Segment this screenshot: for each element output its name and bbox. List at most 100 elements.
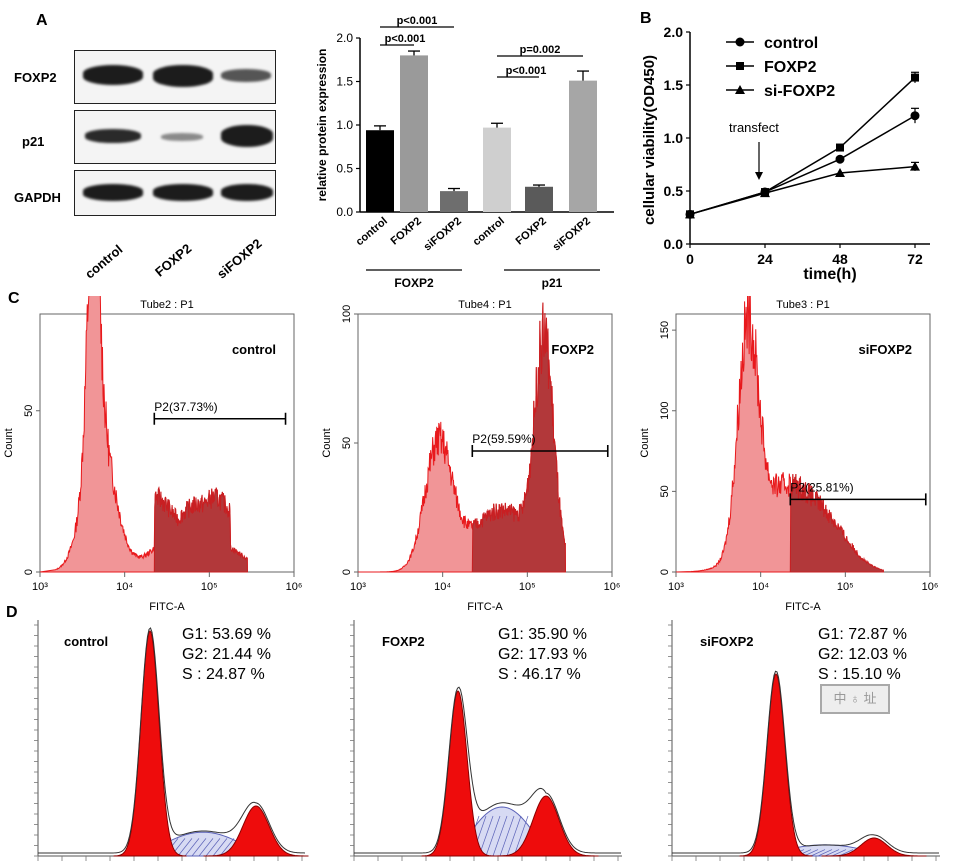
x-tick-label: siFOXP2: [422, 215, 464, 253]
x-tick-label: 10⁶: [604, 581, 621, 593]
cell-cycle-label-foxp2: FOXP2: [382, 634, 425, 649]
band-foxp2-foxp2: [153, 65, 213, 87]
tube-label: Tube4 : P1: [458, 299, 511, 311]
y-tick-label: 0.5: [336, 162, 353, 176]
panel-label-c: C: [8, 290, 20, 307]
y-tick-label: 0: [341, 569, 353, 575]
annotation-label: transfect: [729, 120, 779, 135]
panel-label-b: B: [640, 10, 652, 27]
gate-label: P2(59.59%): [472, 432, 535, 446]
blot-strip-gapdh: [74, 170, 276, 216]
y-tick-label: 100: [659, 402, 671, 420]
x-axis-label: FITC-A: [785, 601, 821, 612]
watermark-stamp: 中 ♁ 址: [820, 684, 890, 714]
s-phase-hatch: [184, 838, 200, 857]
y-tick-label: 50: [659, 485, 671, 497]
line-chart: 0.0 0.5 1.0 1.5 2.0 0 24 48 72 time(h) cellular vi…: [641, 24, 930, 283]
g1-value-sifoxp2: G1: 72.87 %: [818, 626, 907, 643]
cell-cycle-stats-foxp2: G1: 35.90 % G2: 17.93 % S : 46.17 %: [498, 625, 587, 685]
series-line-control: [689, 115, 916, 216]
fit-outline: [38, 627, 306, 854]
gate-label: P2(37.73%): [154, 400, 217, 414]
bar: [440, 191, 468, 212]
band-gapdh-foxp2: [153, 184, 213, 201]
g1-peak: [421, 690, 495, 857]
x-tick-label: 10⁵: [201, 581, 218, 593]
significance-label: p=0.002: [520, 44, 561, 56]
fit-outline: [672, 670, 940, 854]
band-gapdh-sifoxp2: [221, 184, 273, 201]
y-tick-label: 1.0: [664, 130, 684, 146]
data-point-control: [835, 154, 845, 164]
blot-lane-label-foxp2: FOXP2: [152, 240, 195, 280]
blot-lane-label-sifoxp2: siFOXP2: [214, 235, 265, 282]
x-axis-label: FITC-A: [149, 601, 185, 612]
data-point-FOXP2: [836, 143, 844, 152]
s-phase-hatch: [219, 838, 235, 857]
significance-label: p<0.001: [506, 65, 547, 77]
y-tick-label: 0.5: [664, 183, 684, 199]
band-p21-control: [85, 129, 141, 143]
y-axis-label: cellular viability(OD450): [641, 55, 658, 225]
x-tick-label: 24: [757, 251, 773, 267]
y-tick-label: 2.0: [336, 31, 353, 45]
bar: [400, 55, 428, 213]
x-tick-label: 10⁵: [519, 581, 536, 593]
cell-cycle-label-control: control: [64, 634, 109, 649]
blot-strip-p21: [74, 110, 276, 164]
x-tick-label: control: [354, 215, 390, 248]
legend-marker-si-FOXP2: [735, 85, 745, 94]
band-gapdh-control: [83, 184, 143, 201]
x-tick-label: 10³: [668, 581, 684, 593]
y-tick-label: 1.5: [664, 77, 684, 93]
significance-label: p<0.001: [385, 33, 426, 45]
x-tick-label: 10³: [350, 581, 366, 593]
legend-label: FOXP2: [764, 59, 817, 76]
x-tick-label: siFOXP2: [551, 215, 593, 253]
x-tick-label: 0: [686, 251, 694, 267]
g2-peak: [203, 805, 309, 857]
y-tick-label: 150: [659, 321, 671, 339]
s-phase-hatch: [492, 815, 508, 857]
s-phase-hatch: [177, 838, 193, 857]
x-tick-label: control: [471, 215, 507, 248]
s-value-control: S : 24.87 %: [182, 666, 265, 683]
x-tick-label: FOXP2: [389, 215, 424, 247]
s-phase-hatch: [817, 849, 833, 857]
blot-row-label-p21: p21: [22, 134, 45, 149]
s-phase-hatch: [212, 838, 228, 857]
g2-peak: [821, 837, 927, 857]
y-tick-label: 0.0: [664, 236, 684, 252]
sample-label: FOXP2: [551, 342, 594, 357]
significance-label: p<0.001: [397, 15, 438, 27]
legend-marker-control: [735, 37, 745, 47]
gate-label: P2(25.81%): [790, 480, 853, 494]
fit-outline: [354, 686, 621, 854]
data-point-si-FOXP2: [685, 209, 695, 219]
s-phase-hatch: [810, 849, 826, 857]
tube-label: Tube2 : P1: [140, 299, 193, 311]
g2-value-sifoxp2: G2: 12.03 %: [818, 646, 907, 663]
series-line-si-FOXP2: [689, 165, 916, 216]
s-phase-hatch: [824, 849, 840, 857]
panel-label-a: A: [36, 12, 48, 29]
band-p21-sifoxp2: [221, 125, 273, 147]
bar: [569, 80, 597, 212]
y-tick-label: 0: [659, 569, 671, 575]
cell-cycle-plot-foxp2: [350, 620, 622, 861]
band-foxp2-control: [83, 65, 143, 85]
y-tick-label: 0.0: [336, 205, 353, 219]
y-tick-label: 0: [23, 569, 35, 575]
x-tick-label: 10⁶: [922, 581, 939, 593]
x-tick-label: 72: [907, 251, 923, 267]
s-phase-hatch: [499, 815, 515, 857]
band-p21-foxp2: [161, 133, 203, 141]
bar: [525, 186, 553, 212]
blot-row-label-foxp2: FOXP2: [14, 70, 57, 85]
s-phase-hatch: [205, 838, 221, 857]
bar: [366, 130, 394, 212]
blot-row-label-gapdh: GAPDH: [14, 190, 61, 205]
y-tick-label: 50: [341, 437, 353, 449]
s-phase-hatch: [513, 815, 529, 857]
data-point-si-FOXP2: [910, 161, 920, 171]
